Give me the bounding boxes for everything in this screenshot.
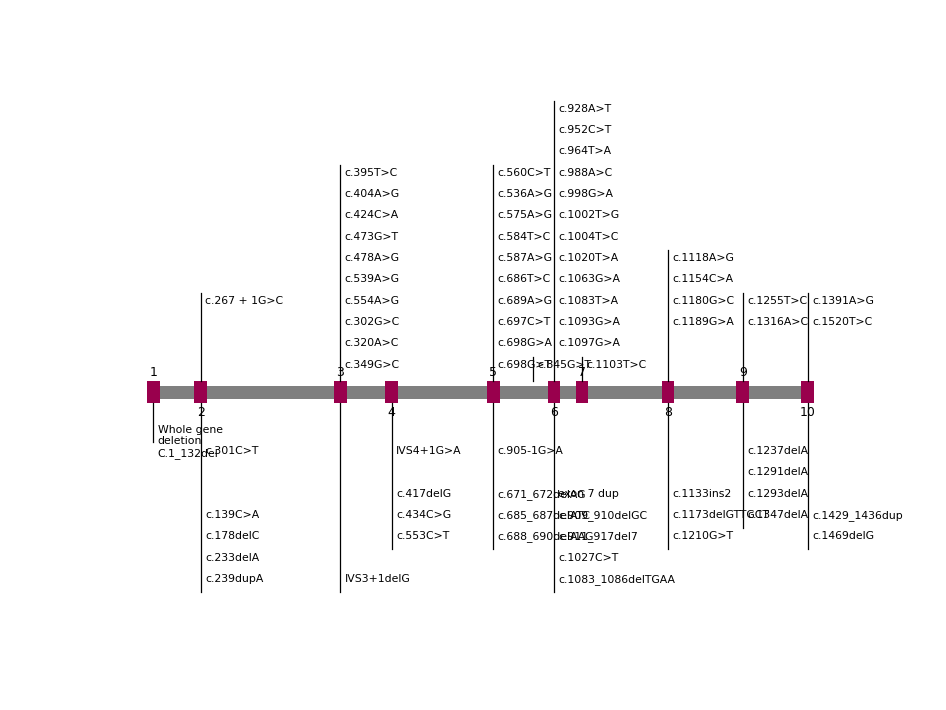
Bar: [737, 381, 749, 403]
Text: c.1154C>A: c.1154C>A: [673, 274, 733, 284]
Text: c.686T>C: c.686T>C: [498, 274, 551, 284]
Text: c.1083_1086delTGAA: c.1083_1086delTGAA: [558, 574, 675, 585]
Text: c.1291delA: c.1291delA: [747, 467, 808, 477]
Text: c.1255T>C: c.1255T>C: [747, 295, 807, 306]
Text: c.1083T>A: c.1083T>A: [558, 295, 619, 306]
Text: IVS3+1delG: IVS3+1delG: [344, 574, 411, 584]
Text: c.1103T>C: c.1103T>C: [587, 360, 646, 370]
Bar: [153, 386, 808, 398]
Text: c.301C>T: c.301C>T: [205, 446, 258, 456]
Text: c.1133ins2: c.1133ins2: [673, 488, 731, 498]
Text: c.671_672delAG: c.671_672delAG: [498, 488, 586, 500]
Text: c.1027C>T: c.1027C>T: [558, 552, 619, 562]
Bar: [385, 381, 398, 403]
Text: 1: 1: [149, 366, 157, 378]
Text: 10: 10: [799, 405, 815, 419]
Text: c.539A>G: c.539A>G: [344, 274, 399, 284]
Text: c.424C>A: c.424C>A: [344, 210, 399, 220]
Text: c.554A>G: c.554A>G: [344, 295, 399, 306]
Text: c.1429_1436dup: c.1429_1436dup: [812, 510, 902, 521]
Text: exon 7 dup: exon 7 dup: [558, 488, 619, 498]
Bar: [662, 381, 674, 403]
Bar: [487, 381, 499, 403]
Text: Whole gene
deletion
C.1_132del: Whole gene deletion C.1_132del: [158, 425, 222, 459]
Text: c.1316A>C: c.1316A>C: [747, 317, 808, 327]
Text: c.560C>T: c.560C>T: [498, 168, 551, 178]
Text: c.1097G>A: c.1097G>A: [558, 339, 621, 349]
Text: c.178delC: c.178delC: [205, 531, 259, 541]
Text: 7: 7: [578, 366, 587, 378]
Text: c.1293delA: c.1293delA: [747, 488, 808, 498]
Text: c.688_690delAAG: c.688_690delAAG: [498, 531, 594, 542]
Bar: [148, 381, 160, 403]
Text: c.1004T>C: c.1004T>C: [558, 231, 619, 241]
Text: c.928A>T: c.928A>T: [558, 104, 611, 114]
Text: c.1002T>G: c.1002T>G: [558, 210, 620, 220]
Text: 9: 9: [739, 366, 746, 378]
Text: c.139C>A: c.139C>A: [205, 510, 259, 520]
Text: 3: 3: [337, 366, 344, 378]
Text: c.1020T>A: c.1020T>A: [558, 253, 619, 263]
Text: c.404A>G: c.404A>G: [344, 189, 399, 199]
Text: c.553C>T: c.553C>T: [396, 531, 449, 541]
Text: c.685_687delATC: c.685_687delATC: [498, 510, 590, 521]
Text: c.905-1G>A: c.905-1G>A: [498, 446, 564, 456]
Text: c.1173delGTTGCT: c.1173delGTTGCT: [673, 510, 769, 520]
Bar: [334, 381, 346, 403]
Text: IVS4+1G>A: IVS4+1G>A: [396, 446, 462, 456]
Text: c.689A>G: c.689A>G: [498, 295, 552, 306]
Bar: [194, 381, 207, 403]
Text: c.911_917del7: c.911_917del7: [558, 531, 638, 542]
Text: c.697C>T: c.697C>T: [498, 317, 551, 327]
Text: c.1180G>C: c.1180G>C: [673, 295, 734, 306]
Text: 4: 4: [388, 405, 395, 419]
Text: c.698G>T: c.698G>T: [498, 360, 552, 370]
Text: c.1469delG: c.1469delG: [812, 531, 874, 541]
Text: 8: 8: [664, 405, 672, 419]
Text: c.1210G>T: c.1210G>T: [673, 531, 733, 541]
Text: c.267 + 1G>C: c.267 + 1G>C: [205, 295, 283, 306]
Text: 5: 5: [489, 366, 498, 378]
Text: c.964T>A: c.964T>A: [558, 146, 611, 156]
Text: c.1189G>A: c.1189G>A: [673, 317, 734, 327]
Text: c.998G>A: c.998G>A: [558, 189, 613, 199]
Text: c.909_910delGC: c.909_910delGC: [558, 510, 647, 521]
Text: c.575A>G: c.575A>G: [498, 210, 552, 220]
Text: c.395T>C: c.395T>C: [344, 168, 397, 178]
Text: c.320A>C: c.320A>C: [344, 339, 399, 349]
Text: c.587A>G: c.587A>G: [498, 253, 552, 263]
Text: c.584T>C: c.584T>C: [498, 231, 551, 241]
Text: c.239dupA: c.239dupA: [205, 574, 263, 584]
Text: c.1063G>A: c.1063G>A: [558, 274, 621, 284]
Bar: [576, 381, 588, 403]
Text: 6: 6: [550, 405, 558, 419]
Text: c.536A>G: c.536A>G: [498, 189, 552, 199]
Text: c.952C>T: c.952C>T: [558, 125, 611, 135]
Text: c.302G>C: c.302G>C: [344, 317, 400, 327]
Text: c.349G>C: c.349G>C: [344, 360, 399, 370]
Text: c.1118A>G: c.1118A>G: [673, 253, 734, 263]
Bar: [548, 381, 560, 403]
Text: c.1520T>C: c.1520T>C: [812, 317, 872, 327]
Text: c.233delA: c.233delA: [205, 552, 259, 562]
Text: c.434C>G: c.434C>G: [396, 510, 451, 520]
Text: c.473G>T: c.473G>T: [344, 231, 398, 241]
Text: c.1093G>A: c.1093G>A: [558, 317, 621, 327]
Text: 2: 2: [197, 405, 204, 419]
Text: c.1237delA: c.1237delA: [747, 446, 808, 456]
Text: c.1391A>G: c.1391A>G: [812, 295, 874, 306]
Text: c.417delG: c.417delG: [396, 488, 451, 498]
Text: c.988A>C: c.988A>C: [558, 168, 612, 178]
Text: c.845G>T: c.845G>T: [537, 360, 591, 370]
Text: c.698G>A: c.698G>A: [498, 339, 552, 349]
Text: c.478A>G: c.478A>G: [344, 253, 399, 263]
Bar: [801, 381, 815, 403]
Text: c.1347delA: c.1347delA: [747, 510, 808, 520]
